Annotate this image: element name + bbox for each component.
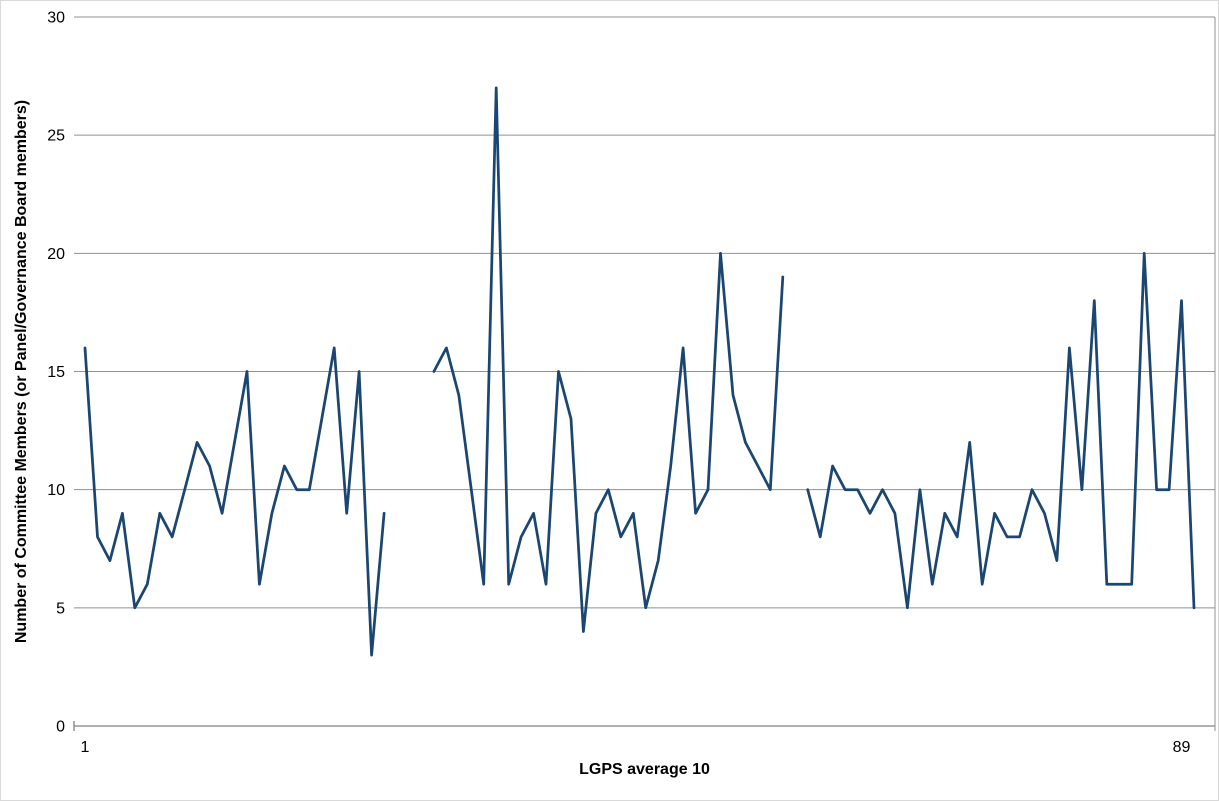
y-axis-title: Number of Committee Members (or Panel/Go… (13, 100, 30, 643)
y-tick-label: 20 (47, 246, 65, 263)
x-axis-title: LGPS average 10 (579, 761, 710, 778)
y-tick-label: 0 (56, 719, 65, 736)
axes (73, 17, 1216, 731)
y-tick-label: 25 (47, 128, 65, 145)
y-axis-tick-labels: 0 5 10 15 20 25 30 (47, 10, 65, 736)
y-tick-label: 10 (47, 482, 65, 499)
gridlines (74, 16, 1215, 609)
y-tick-label: 5 (56, 600, 65, 617)
x-tick-label: 89 (1173, 739, 1191, 756)
x-tick-label: 1 (81, 739, 90, 756)
y-tick-label: 30 (47, 10, 65, 27)
y-tick-label: 15 (47, 364, 65, 381)
x-axis-tick-labels: 1 89 (81, 739, 1191, 756)
data-series-line (83, 86, 1196, 657)
